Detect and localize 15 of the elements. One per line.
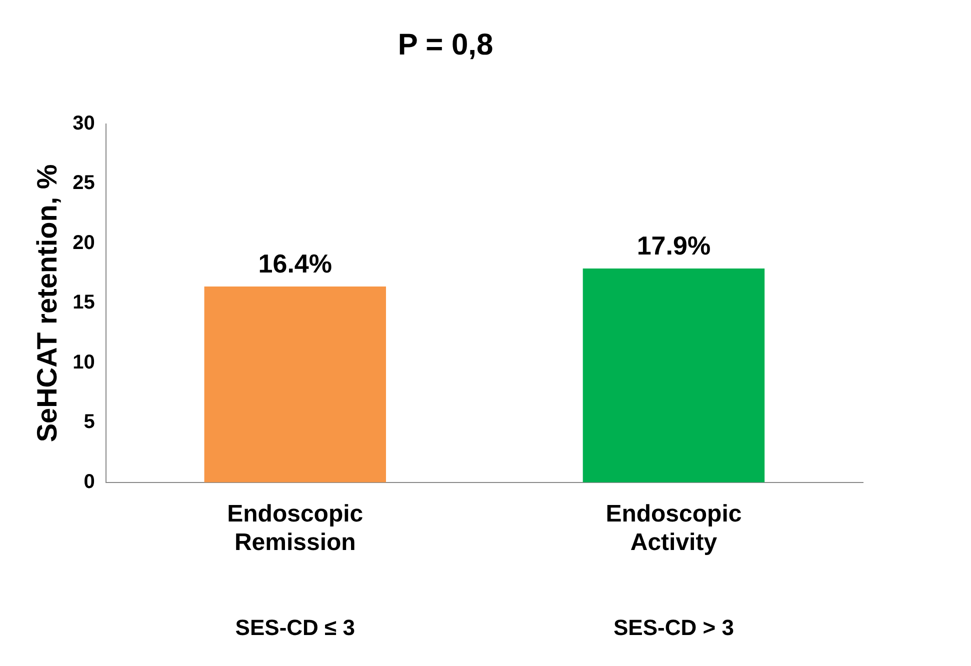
y-tick-label: 15 — [72, 292, 95, 314]
x-tick-label: Endoscopic Activity — [606, 500, 742, 556]
y-tick-label: 0 — [84, 470, 95, 493]
y-tick-label: 20 — [72, 232, 95, 254]
text: SES-CD > 3 — [613, 615, 734, 640]
text: SES-CD ≤ 3 — [235, 615, 355, 640]
y-tick-label: 25 — [72, 172, 95, 194]
chart-title: P = 0,8 — [398, 28, 494, 62]
data-label: 17.9% — [636, 230, 711, 261]
y-axis-title: SeHCAT retention, % — [32, 164, 63, 442]
y-tick-label: 5 — [84, 411, 95, 434]
data-label: 16.4% — [258, 248, 332, 279]
x-tick-label: Endoscopic Remission — [227, 500, 364, 556]
y-tick-label: 10 — [72, 351, 95, 374]
y-tick-label: 30 — [72, 112, 95, 135]
